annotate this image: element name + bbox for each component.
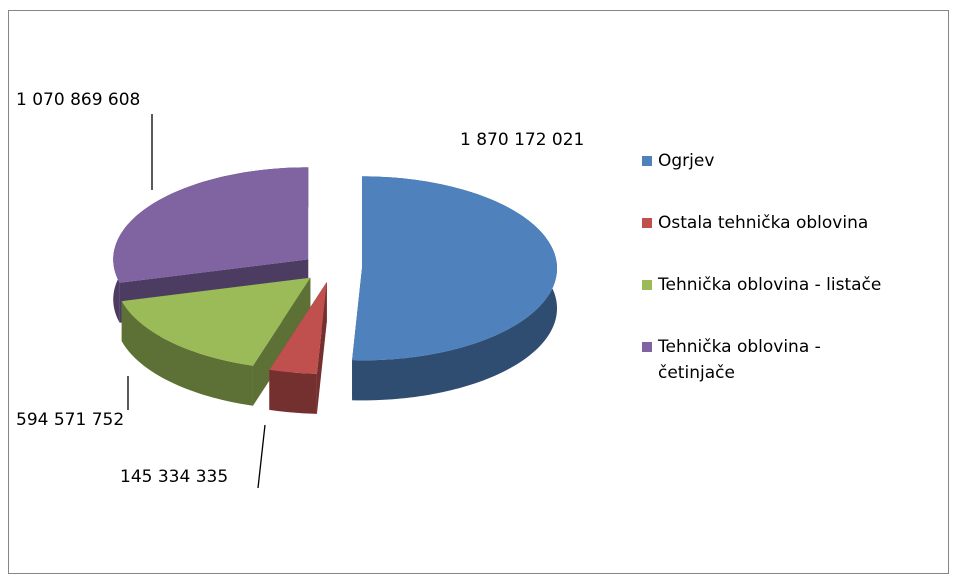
legend-swatch [642, 280, 652, 290]
chart-frame [8, 10, 949, 574]
slice [352, 176, 557, 361]
slice [121, 277, 311, 366]
leader-line [257, 424, 266, 489]
data-label: 145 334 335 [120, 467, 228, 487]
slice-side [269, 369, 317, 414]
legend-swatch [642, 156, 652, 166]
data-label: 594 571 752 [16, 410, 124, 430]
legend-swatch [642, 218, 652, 228]
legend-item: Ogrjev [642, 148, 942, 210]
legend-label: Tehnička oblovina - četinjače [658, 337, 821, 383]
legend-label: Tehnička oblovina - listače [658, 275, 882, 295]
legend: Ogrjev Ostala tehnička oblovina Tehnička o… [642, 148, 942, 396]
legend-swatch [642, 342, 652, 352]
legend-item: Tehnička oblovina - listače [642, 272, 942, 334]
data-label: 1 070 869 608 [16, 90, 140, 110]
legend-label: Ostala tehnička oblovina [658, 213, 869, 233]
slice-shade [121, 301, 253, 406]
legend-label: Ogrjev [658, 151, 715, 171]
slice-shade [269, 369, 317, 414]
slice [113, 167, 309, 283]
legend-item: Tehnička oblovina - četinjače [642, 334, 942, 396]
slice [269, 281, 327, 374]
data-label: 1 870 172 021 [460, 130, 584, 150]
legend-item: Ostala tehnička oblovina [642, 210, 942, 272]
slice-side [121, 301, 253, 406]
